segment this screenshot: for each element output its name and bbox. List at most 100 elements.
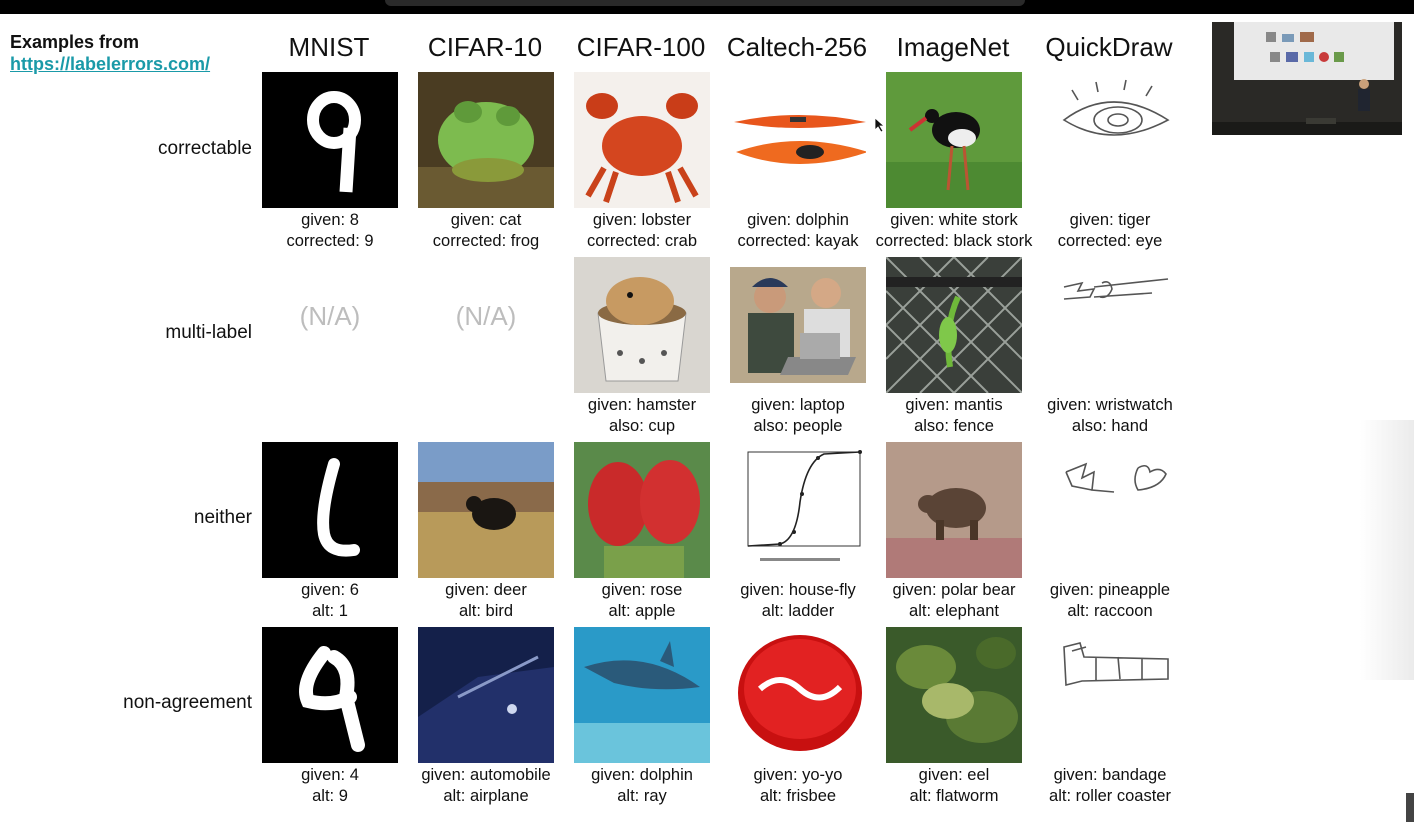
- given-label: given: hamster: [557, 395, 727, 416]
- given-label: given: wristwatch: [1025, 395, 1195, 416]
- given-label: given: polar bear: [869, 580, 1039, 601]
- corrected-label: corrected: frog: [401, 231, 571, 252]
- quickdraw-wristwatch-sketch: [1042, 257, 1178, 393]
- caltech-kayak-image: [730, 72, 866, 208]
- not-applicable-label: (N/A): [255, 301, 405, 332]
- corrected-label: corrected: black stork: [869, 231, 1039, 252]
- imagenet-bear-image: [886, 442, 1022, 578]
- given-label: given: house-fly: [713, 580, 883, 601]
- column-header-quickdraw: QuickDraw: [1034, 31, 1184, 63]
- example-cell: given: wristwatch also: hand: [1035, 257, 1185, 435]
- imagenet-eel-image: [886, 627, 1022, 763]
- given-label: given: lobster: [557, 210, 727, 231]
- example-cell: given: rose alt: apple: [567, 442, 717, 620]
- column-header-mnist: MNIST: [254, 31, 404, 63]
- source-title: Examples from: [10, 31, 210, 53]
- imagenet-mantis-image: [886, 257, 1022, 393]
- not-applicable-label: (N/A): [411, 301, 561, 332]
- scrollbar-thumb[interactable]: [1406, 793, 1414, 822]
- corrected-label: corrected: crab: [557, 231, 727, 252]
- browser-top-bar: [0, 0, 1414, 14]
- cifar100-hamster-image: [574, 257, 710, 393]
- given-label: given: laptop: [713, 395, 883, 416]
- given-label: given: dolphin: [557, 765, 727, 786]
- example-cell: given: dolphin alt: ray: [567, 627, 717, 805]
- row-label-non-agreement: non-agreement: [40, 692, 252, 714]
- example-cell: given: 6 alt: 1: [255, 442, 405, 620]
- also-label: also: cup: [557, 416, 727, 437]
- given-label: given: automobile: [401, 765, 571, 786]
- example-cell: given: hamster also: cup: [567, 257, 717, 435]
- given-label: given: tiger: [1025, 210, 1195, 231]
- example-cell: given: mantis also: fence: [879, 257, 1029, 435]
- given-label: given: deer: [401, 580, 571, 601]
- example-cell: given: laptop also: people: [723, 257, 873, 435]
- mnist-digit-image: [262, 72, 398, 208]
- example-cell: given: bandage alt: roller coaster: [1035, 627, 1185, 805]
- given-label: given: 4: [245, 765, 415, 786]
- quickdraw-eye-sketch: [1042, 72, 1178, 208]
- cifar-automobile-image: [418, 627, 554, 763]
- given-label: given: eel: [869, 765, 1039, 786]
- also-label: also: fence: [869, 416, 1039, 437]
- cifar100-rose-image: [574, 442, 710, 578]
- example-cell: given: yo-yo alt: frisbee: [723, 627, 873, 805]
- quickdraw-bandage-sketch: [1042, 627, 1178, 763]
- alt-label: alt: raccoon: [1025, 601, 1195, 622]
- given-label: given: pineapple: [1025, 580, 1195, 601]
- also-label: also: people: [713, 416, 883, 437]
- corrected-label: corrected: kayak: [713, 231, 883, 252]
- example-cell: given: automobile alt: airplane: [411, 627, 561, 805]
- given-label: given: mantis: [869, 395, 1039, 416]
- given-label: given: dolphin: [713, 210, 883, 231]
- example-cell: given: eel alt: flatworm: [879, 627, 1029, 805]
- example-cell: given: cat corrected: frog: [411, 72, 561, 250]
- example-cell: given: lobster corrected: crab: [567, 72, 717, 250]
- caltech-yoyo-image: [730, 627, 866, 763]
- alt-label: alt: ray: [557, 786, 727, 807]
- cifar100-crab-image: [574, 72, 710, 208]
- column-header-imagenet: ImageNet: [878, 31, 1028, 63]
- example-cell: given: deer alt: bird: [411, 442, 561, 620]
- speaker-webcam-video: [1212, 22, 1402, 135]
- alt-label: alt: 9: [245, 786, 415, 807]
- alt-label: alt: apple: [557, 601, 727, 622]
- example-cell: given: 8 corrected: 9: [255, 72, 405, 250]
- source-note: Examples from https://labelerrors.com/: [10, 31, 210, 75]
- example-cell: given: pineapple alt: raccoon: [1035, 442, 1185, 620]
- alt-label: alt: flatworm: [869, 786, 1039, 807]
- given-label: given: white stork: [869, 210, 1039, 231]
- cifar100-dolphin-image: [574, 627, 710, 763]
- corrected-label: corrected: 9: [245, 231, 415, 252]
- example-cell: given: dolphin corrected: kayak: [723, 72, 873, 250]
- alt-label: alt: 1: [245, 601, 415, 622]
- example-cell: given: 4 alt: 9: [255, 627, 405, 805]
- given-label: given: 8: [245, 210, 415, 231]
- row-label-correctable: correctable: [40, 138, 252, 160]
- column-header-cifar10: CIFAR-10: [410, 31, 560, 63]
- alt-label: alt: frisbee: [713, 786, 883, 807]
- example-cell: given: white stork corrected: black stork: [879, 72, 1029, 250]
- alt-label: alt: bird: [401, 601, 571, 622]
- column-header-caltech256: Caltech-256: [722, 31, 872, 63]
- given-label: given: 6: [245, 580, 415, 601]
- alt-label: alt: ladder: [713, 601, 883, 622]
- row-label-neither: neither: [40, 507, 252, 529]
- also-label: also: hand: [1025, 416, 1195, 437]
- mnist-digit-image: [262, 442, 398, 578]
- caltech-plot-image: [730, 442, 866, 578]
- cifar-frog-image: [418, 72, 554, 208]
- mouse-pointer-icon: [875, 118, 885, 137]
- cifar-deer-image: [418, 442, 554, 578]
- edge-shadow: [1360, 420, 1414, 680]
- given-label: given: cat: [401, 210, 571, 231]
- alt-label: alt: roller coaster: [1025, 786, 1195, 807]
- example-cell: (N/A): [411, 257, 561, 435]
- quickdraw-pineapple-sketch: [1042, 442, 1178, 578]
- browser-tab-strip: [385, 0, 1025, 6]
- given-label: given: rose: [557, 580, 727, 601]
- labelerrors-link[interactable]: https://labelerrors.com/: [10, 53, 210, 75]
- example-cell: (N/A): [255, 257, 405, 435]
- example-cell: given: tiger corrected: eye: [1035, 72, 1185, 250]
- row-label-multi-label: multi-label: [40, 322, 252, 344]
